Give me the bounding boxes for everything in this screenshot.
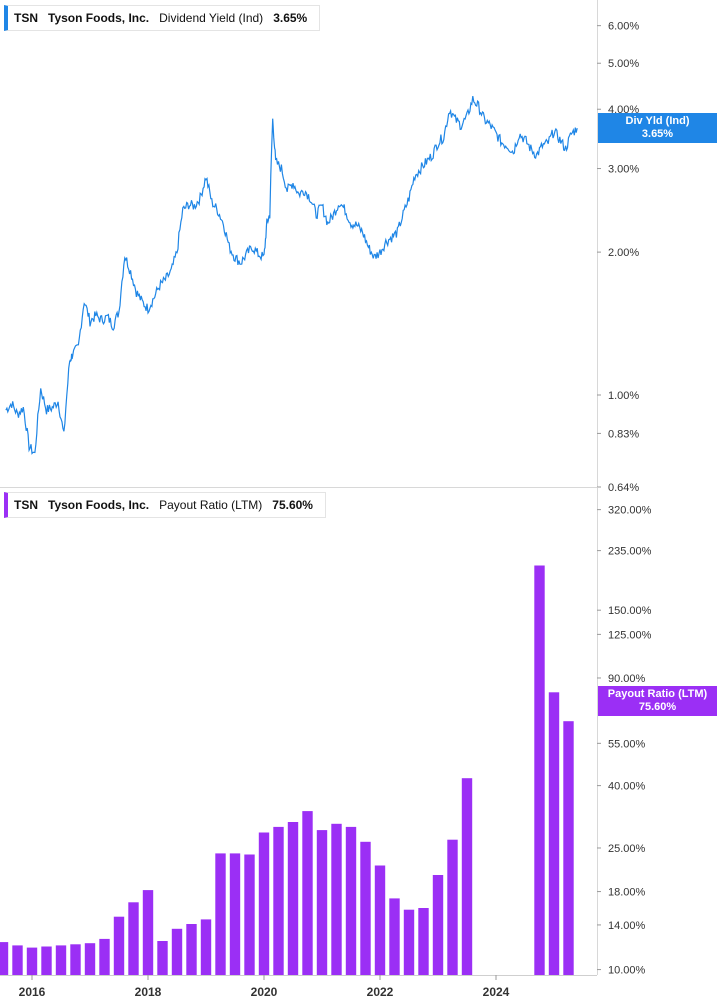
time-x-axis: 2016 2018 2020 2022 2024	[19, 975, 510, 999]
dividend-yield-line	[5, 95, 578, 455]
payout-legend: TSN Tyson Foods, Inc. Payout Ratio (LTM)…	[4, 492, 326, 518]
yield-flag-label: Div Yld (Ind)	[625, 115, 690, 128]
payout-y-tick-label: 14.00%	[608, 920, 646, 932]
payout-bar	[331, 823, 342, 975]
yield-y-tick-label: 2.00%	[608, 247, 639, 259]
payout-y-tick-label: 90.00%	[608, 673, 646, 685]
payout-bar	[244, 854, 255, 975]
payout-bar	[447, 839, 458, 975]
payout-y-tick-label: 40.00%	[608, 781, 646, 793]
yield-legend: TSN Tyson Foods, Inc. Dividend Yield (In…	[4, 5, 321, 31]
payout-bar	[432, 875, 444, 975]
yield-y-axis: 6.00%5.00%4.00%3.00%2.00%1.00%0.83%0.64%	[597, 21, 639, 494]
payout-y-tick-label: 235.00%	[608, 546, 652, 558]
x-tick-label: 2022	[367, 985, 394, 999]
payout-legend-company: Tyson Foods, Inc.	[48, 498, 150, 512]
payout-y-tick-label: 25.00%	[608, 843, 646, 855]
payout-bar	[70, 944, 81, 975]
yield-legend-metric: Dividend Yield (Ind)	[159, 11, 264, 25]
payout-bar	[84, 943, 96, 975]
yield-y-tick-label: 0.83%	[608, 428, 639, 440]
payout-y-axis: 320.00% 235.00% 150.00% 125.00% 90.00% 55.00%…	[597, 505, 652, 977]
payout-bars	[0, 565, 574, 975]
yield-y-tick-label: 0.64%	[608, 482, 639, 494]
payout-bar	[258, 832, 270, 975]
payout-y-tick-label: 18.00%	[608, 887, 646, 899]
payout-bar	[55, 945, 67, 975]
payout-y-tick-label: 55.00%	[608, 738, 646, 750]
payout-bar	[229, 853, 241, 975]
payout-bar	[171, 928, 183, 975]
payout-bar	[113, 916, 125, 975]
payout-bar	[316, 830, 328, 975]
payout-y-tick-label: 150.00%	[608, 605, 652, 617]
payout-bar	[26, 947, 38, 975]
payout-bar	[287, 822, 299, 975]
yield-flag-value: 3.65%	[641, 128, 674, 141]
payout-bar	[548, 692, 560, 975]
payout-bar	[534, 565, 545, 975]
payout-bar	[273, 826, 284, 975]
payout-bar	[403, 909, 415, 975]
yield-y-tick-label: 3.00%	[608, 164, 639, 176]
yield-legend-company: Tyson Foods, Inc.	[48, 11, 150, 25]
payout-legend-value: 75.60%	[272, 498, 313, 512]
payout-bar	[142, 890, 154, 975]
payout-bar	[41, 946, 52, 975]
payout-bar	[157, 941, 168, 975]
payout-bar	[0, 942, 9, 975]
payout-bar	[128, 902, 139, 975]
x-tick-label: 2016	[19, 985, 46, 999]
payout-bar	[12, 945, 23, 975]
payout-bar	[302, 811, 313, 975]
payout-legend-ticker: TSN	[14, 498, 38, 512]
payout-flag-label: Payout Ratio (LTM)	[607, 688, 708, 701]
payout-flag-value: 75.60%	[638, 701, 677, 714]
yield-y-tick-label: 5.00%	[608, 58, 639, 70]
payout-bar	[418, 908, 429, 975]
payout-bar	[215, 853, 226, 975]
payout-y-tick-label: 320.00%	[608, 505, 652, 517]
x-tick-label: 2024	[483, 985, 510, 999]
payout-y-tick-label: 10.00%	[608, 965, 646, 977]
x-tick-label: 2020	[251, 985, 278, 999]
payout-y-tick-label: 125.00%	[608, 629, 652, 641]
chart-frame	[0, 0, 598, 976]
payout-bar	[461, 778, 473, 975]
payout-bar	[186, 924, 197, 975]
payout-bar	[374, 865, 386, 975]
yield-legend-value: 3.65%	[273, 11, 308, 25]
payout-bar	[360, 841, 371, 975]
yield-y-tick-label: 6.00%	[608, 21, 639, 33]
payout-bar	[99, 938, 110, 975]
yield-legend-ticker: TSN	[14, 11, 38, 25]
yield-value-flag: Div Yld (Ind) 3.65%	[598, 113, 717, 144]
payout-bar	[389, 898, 400, 975]
payout-value-flag: Payout Ratio (LTM) 75.60%	[598, 686, 717, 717]
x-tick-label: 2018	[135, 985, 162, 999]
yield-y-tick-label: 1.00%	[608, 390, 639, 402]
payout-legend-metric: Payout Ratio (LTM)	[159, 498, 263, 512]
payout-bar	[345, 826, 357, 975]
payout-bar	[200, 919, 212, 975]
payout-bar	[563, 721, 574, 975]
